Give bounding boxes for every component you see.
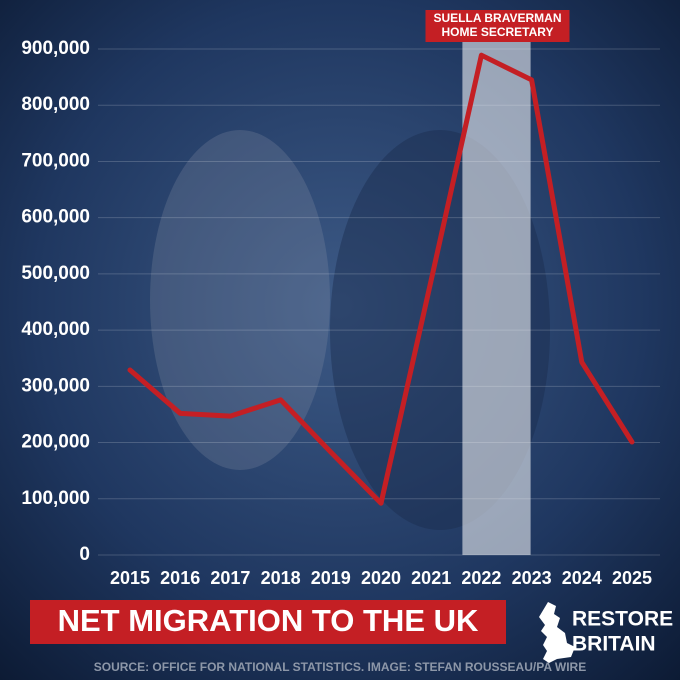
logo-text: BRITAIN bbox=[572, 633, 656, 656]
y-tick-label: 100,000 bbox=[21, 488, 90, 509]
uk-map-icon bbox=[539, 602, 575, 663]
x-tick-label: 2020 bbox=[361, 568, 401, 588]
x-tick-label: 2025 bbox=[612, 568, 652, 588]
x-tick-label: 2022 bbox=[461, 568, 501, 588]
x-tick-label: 2015 bbox=[110, 568, 150, 588]
x-tick-label: 2016 bbox=[160, 568, 200, 588]
title-box bbox=[30, 600, 506, 644]
x-tick-label: 2023 bbox=[512, 568, 552, 588]
chart-title: NET MIGRATION TO THE UK bbox=[58, 603, 479, 638]
x-tick-label: 2019 bbox=[311, 568, 351, 588]
y-tick-label: 900,000 bbox=[21, 38, 90, 59]
x-tick-label: 2024 bbox=[562, 568, 602, 588]
annotation: HOME SECRETARY bbox=[441, 25, 553, 39]
y-tick-label: 400,000 bbox=[21, 319, 90, 340]
y-tick-label: 0 bbox=[79, 544, 90, 565]
highlight-band bbox=[462, 38, 531, 555]
y-tick-label: 700,000 bbox=[21, 150, 90, 171]
annotation: SUELLA BRAVERMAN bbox=[434, 11, 562, 25]
y-tick-label: 600,000 bbox=[21, 207, 90, 228]
y-tick-label: 300,000 bbox=[21, 375, 90, 396]
annotation-box bbox=[425, 10, 570, 42]
source-note: SOURCE: OFFICE FOR NATIONAL STATISTICS. … bbox=[94, 660, 586, 674]
photo-blur bbox=[150, 130, 330, 470]
line bbox=[127, 52, 635, 506]
x-tick-label: 2021 bbox=[411, 568, 451, 588]
x-tick-label: 2018 bbox=[261, 568, 301, 588]
y-tick-label: 500,000 bbox=[21, 263, 90, 284]
x-tick-label: 2017 bbox=[210, 568, 250, 588]
y-tick-label: 800,000 bbox=[21, 94, 90, 115]
logo-text: RESTORE bbox=[572, 608, 673, 631]
y-tick-label: 200,000 bbox=[21, 432, 90, 453]
